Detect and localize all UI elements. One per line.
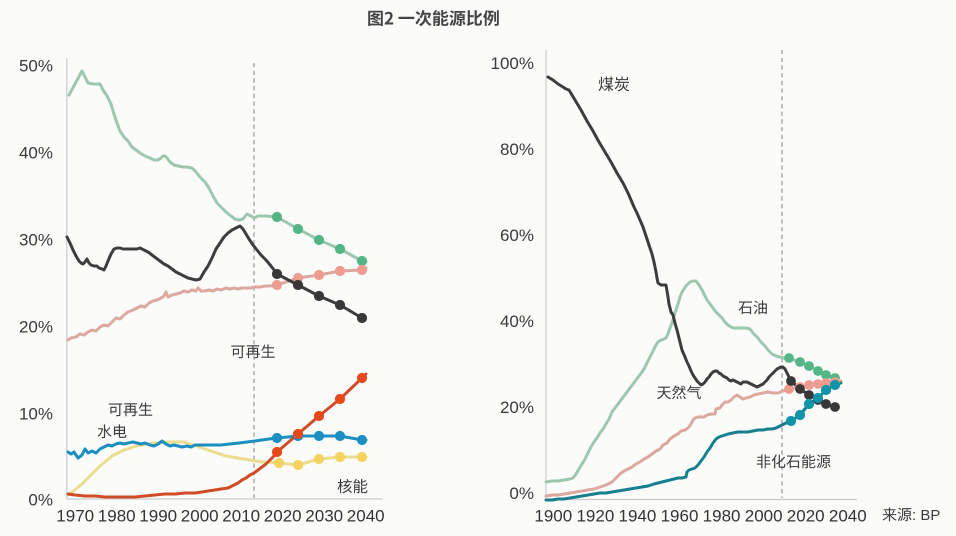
svg-text:2020: 2020 bbox=[787, 507, 825, 526]
svg-text:2040: 2040 bbox=[829, 507, 867, 526]
svg-text:1960: 1960 bbox=[661, 507, 699, 526]
svg-text:100%: 100% bbox=[491, 54, 534, 73]
svg-text:1980: 1980 bbox=[98, 507, 136, 526]
svg-text:0%: 0% bbox=[28, 491, 53, 510]
svg-text:2000: 2000 bbox=[745, 507, 783, 526]
svg-text:1970: 1970 bbox=[56, 507, 94, 526]
svg-text:2040: 2040 bbox=[347, 507, 385, 526]
svg-text:1900: 1900 bbox=[534, 507, 572, 526]
svg-text:80%: 80% bbox=[500, 140, 534, 159]
svg-text:40%: 40% bbox=[19, 144, 53, 163]
svg-text:10%: 10% bbox=[19, 405, 53, 424]
svg-text:1920: 1920 bbox=[576, 507, 614, 526]
svg-text:0%: 0% bbox=[509, 484, 534, 503]
svg-text:2000: 2000 bbox=[181, 507, 219, 526]
svg-text:1940: 1940 bbox=[619, 507, 657, 526]
svg-text:2010: 2010 bbox=[222, 507, 260, 526]
svg-text:1980: 1980 bbox=[703, 507, 741, 526]
svg-text:20%: 20% bbox=[19, 318, 53, 337]
svg-text:1990: 1990 bbox=[139, 507, 177, 526]
svg-text:20%: 20% bbox=[500, 398, 534, 417]
svg-text:: BP: : BP bbox=[912, 507, 940, 524]
svg-text:40%: 40% bbox=[500, 312, 534, 331]
svg-text:2020: 2020 bbox=[264, 507, 302, 526]
svg-text:50%: 50% bbox=[19, 57, 53, 76]
svg-text:30%: 30% bbox=[19, 231, 53, 250]
svg-text:60%: 60% bbox=[500, 226, 534, 245]
svg-text:2030: 2030 bbox=[305, 507, 343, 526]
